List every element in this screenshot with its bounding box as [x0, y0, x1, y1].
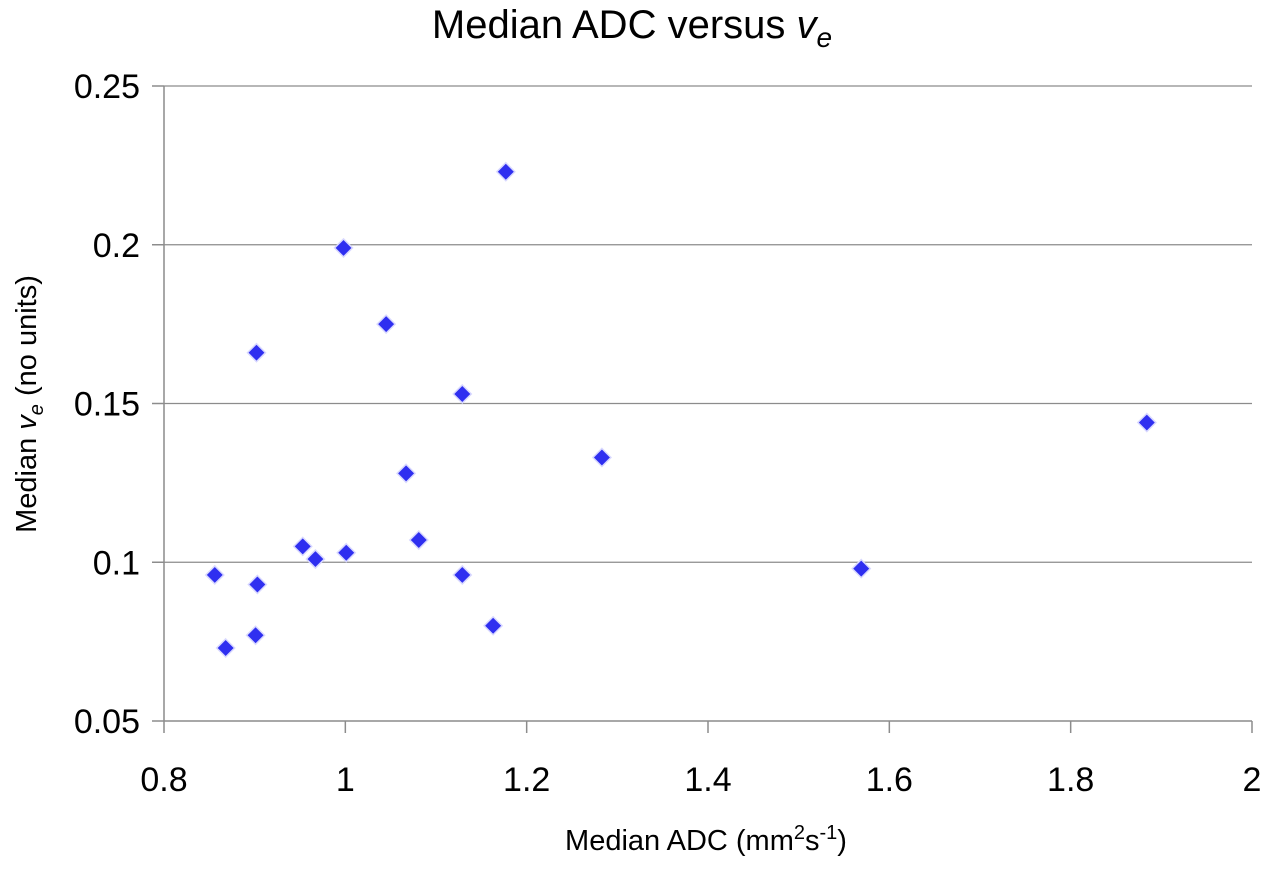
data-point [452, 383, 473, 405]
data-points [204, 161, 1157, 659]
y-axis-label: Median ve (no units) [11, 275, 48, 533]
data-point [246, 342, 267, 363]
y-tick-label: 0.2 [93, 227, 140, 265]
y-tick-labels: 0.05 0.1 0.15 0.2 0.25 [74, 68, 140, 741]
chart-title: Median ADC versus ve [432, 3, 832, 53]
x-tick-label: 1 [336, 761, 355, 799]
x-tick-label: 2 [1243, 761, 1262, 799]
data-point [247, 574, 268, 595]
y-tick-label: 0.05 [74, 703, 140, 741]
data-point [483, 615, 504, 636]
x-tick-labels: 0.8 1 1.2 1.4 1.6 1.8 2 [140, 761, 1261, 799]
axes [152, 85, 1253, 733]
y-tick-label: 0.15 [74, 386, 140, 424]
data-point [408, 529, 429, 551]
data-point [591, 447, 612, 468]
x-tick-label: 1.2 [503, 761, 550, 799]
data-point [851, 558, 872, 579]
data-point [495, 161, 516, 182]
data-point [204, 564, 225, 586]
y-tick-label: 0.25 [74, 68, 140, 106]
data-point [376, 314, 397, 335]
data-point [215, 637, 236, 659]
x-tick-label: 0.8 [140, 761, 187, 799]
x-tick-label: 1.4 [684, 761, 731, 799]
data-point [245, 625, 266, 646]
x-tick-label: 1.6 [866, 761, 913, 799]
data-point [336, 542, 357, 563]
data-point [396, 463, 417, 484]
y-tick-label: 0.1 [93, 544, 140, 582]
y-gridlines [164, 85, 1252, 563]
data-point [292, 536, 313, 557]
data-point [452, 564, 473, 586]
data-point [1136, 412, 1157, 433]
x-tick-label: 1.8 [1047, 761, 1094, 799]
data-point [333, 237, 354, 258]
data-point [305, 549, 326, 570]
x-axis-label: Median ADC (mm2s-1) [565, 822, 847, 857]
